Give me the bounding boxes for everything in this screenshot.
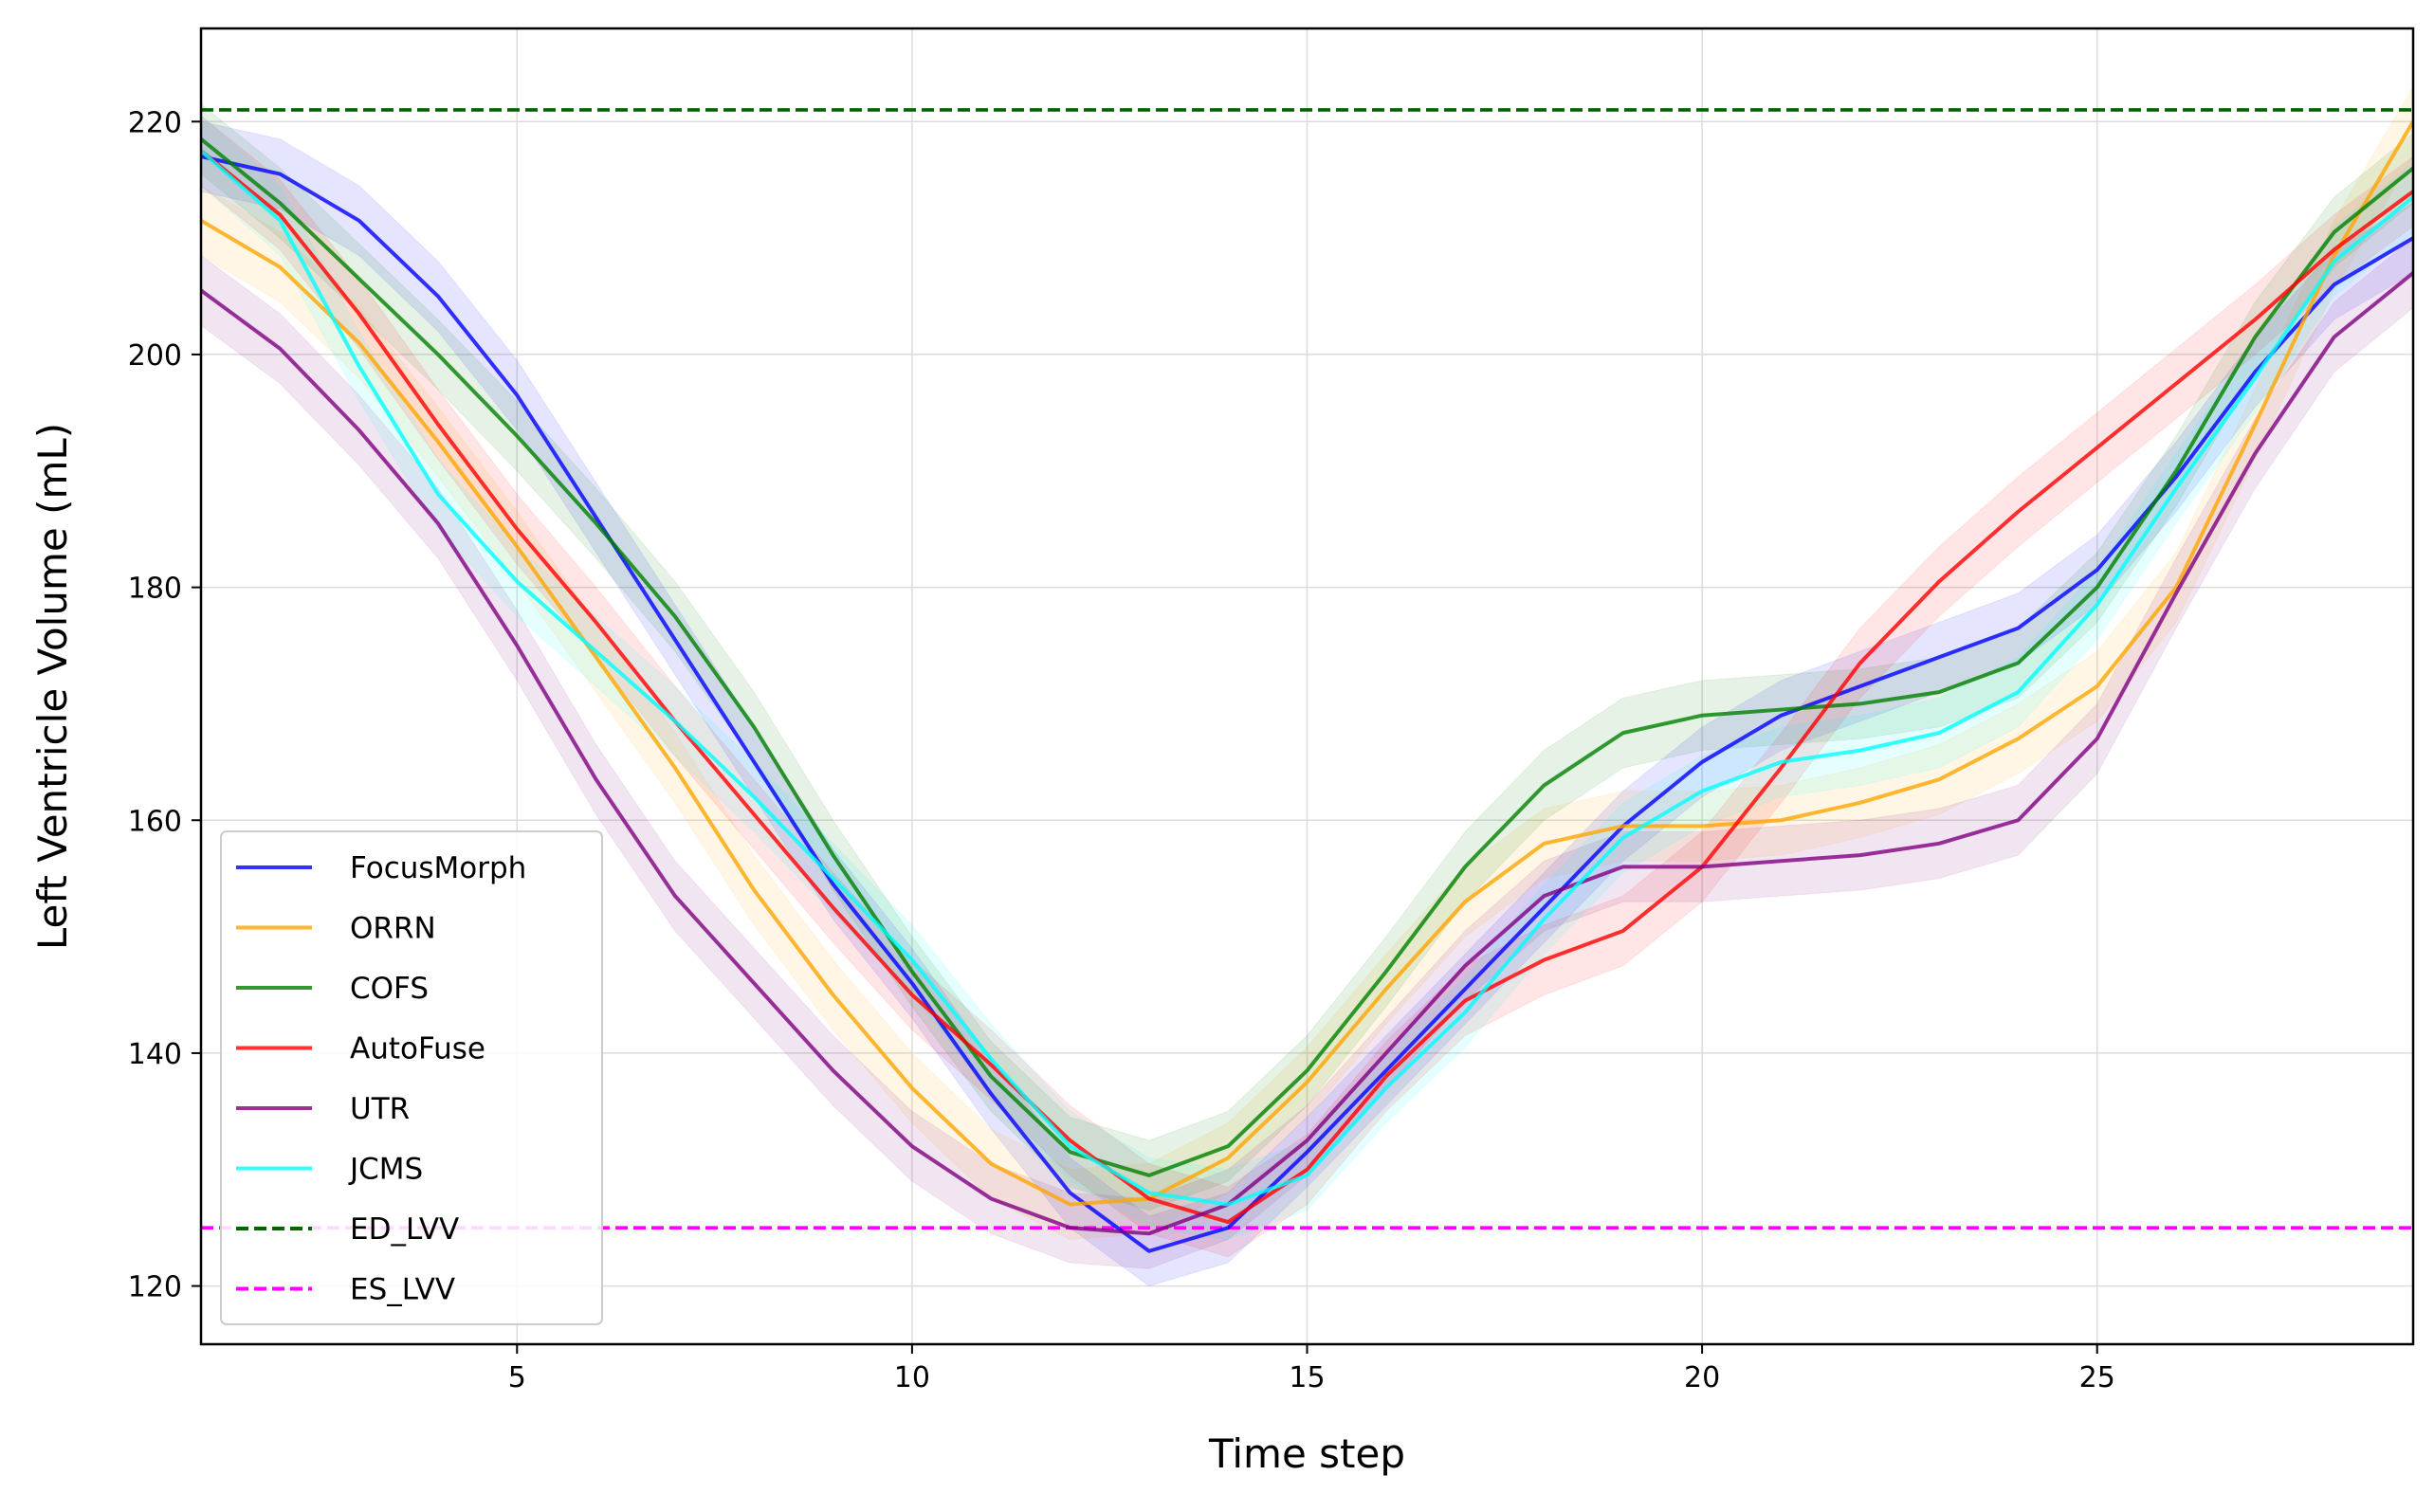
focusmorph-line — [201, 155, 2413, 1253]
autofuse-line — [201, 149, 2413, 1225]
focusmorph-band — [201, 120, 2413, 1287]
orrn-band — [201, 85, 2413, 1240]
x-tick-label: 10 — [894, 1361, 930, 1394]
autofuse-band — [201, 115, 2413, 1258]
axis-ticks: 5 10 15 20 25 120 140 160 180 200 220 — [128, 106, 2115, 1394]
grid — [201, 28, 2413, 1344]
legend: FocusMorph ORRN COFS AutoFuse UTR JCMS ED_LVV E… — [220, 830, 603, 1325]
legend-label-cofs: COFS — [350, 972, 429, 1006]
y-tick-label: 120 — [128, 1271, 182, 1304]
x-axis-title: Time step — [1208, 1430, 1405, 1477]
legend-box — [220, 830, 603, 1325]
x-tick-label: 15 — [1289, 1361, 1325, 1394]
x-tick-label: 20 — [1684, 1361, 1720, 1394]
legend-label-focusmorph: FocusMorph — [350, 851, 526, 885]
x-tick-label: 5 — [508, 1361, 526, 1394]
jcms-line — [201, 149, 2413, 1207]
legend-label-ed-lvv: ED_LVV — [350, 1212, 459, 1247]
legend-label-jcms: JCMS — [348, 1153, 423, 1187]
y-tick-label: 220 — [128, 106, 182, 139]
series-lines — [201, 120, 2413, 1253]
y-tick-label: 140 — [128, 1038, 182, 1071]
legend-label-orrn: ORRN — [350, 912, 436, 946]
y-axis-title: Left Ventricle Volume (mL) — [29, 423, 76, 950]
legend-label-autofuse: AutoFuse — [350, 1032, 485, 1066]
y-tick-label: 200 — [128, 339, 182, 373]
utr-band — [201, 237, 2413, 1269]
y-tick-label: 160 — [128, 805, 182, 838]
cofs-line — [201, 137, 2413, 1177]
legend-label-utr: UTR — [350, 1092, 410, 1126]
x-tick-label: 25 — [2079, 1361, 2115, 1394]
y-tick-label: 180 — [128, 573, 182, 606]
legend-label-es-lvv: ES_LVV — [350, 1273, 455, 1307]
utr-line — [201, 271, 2413, 1236]
orrn-line — [201, 120, 2413, 1207]
